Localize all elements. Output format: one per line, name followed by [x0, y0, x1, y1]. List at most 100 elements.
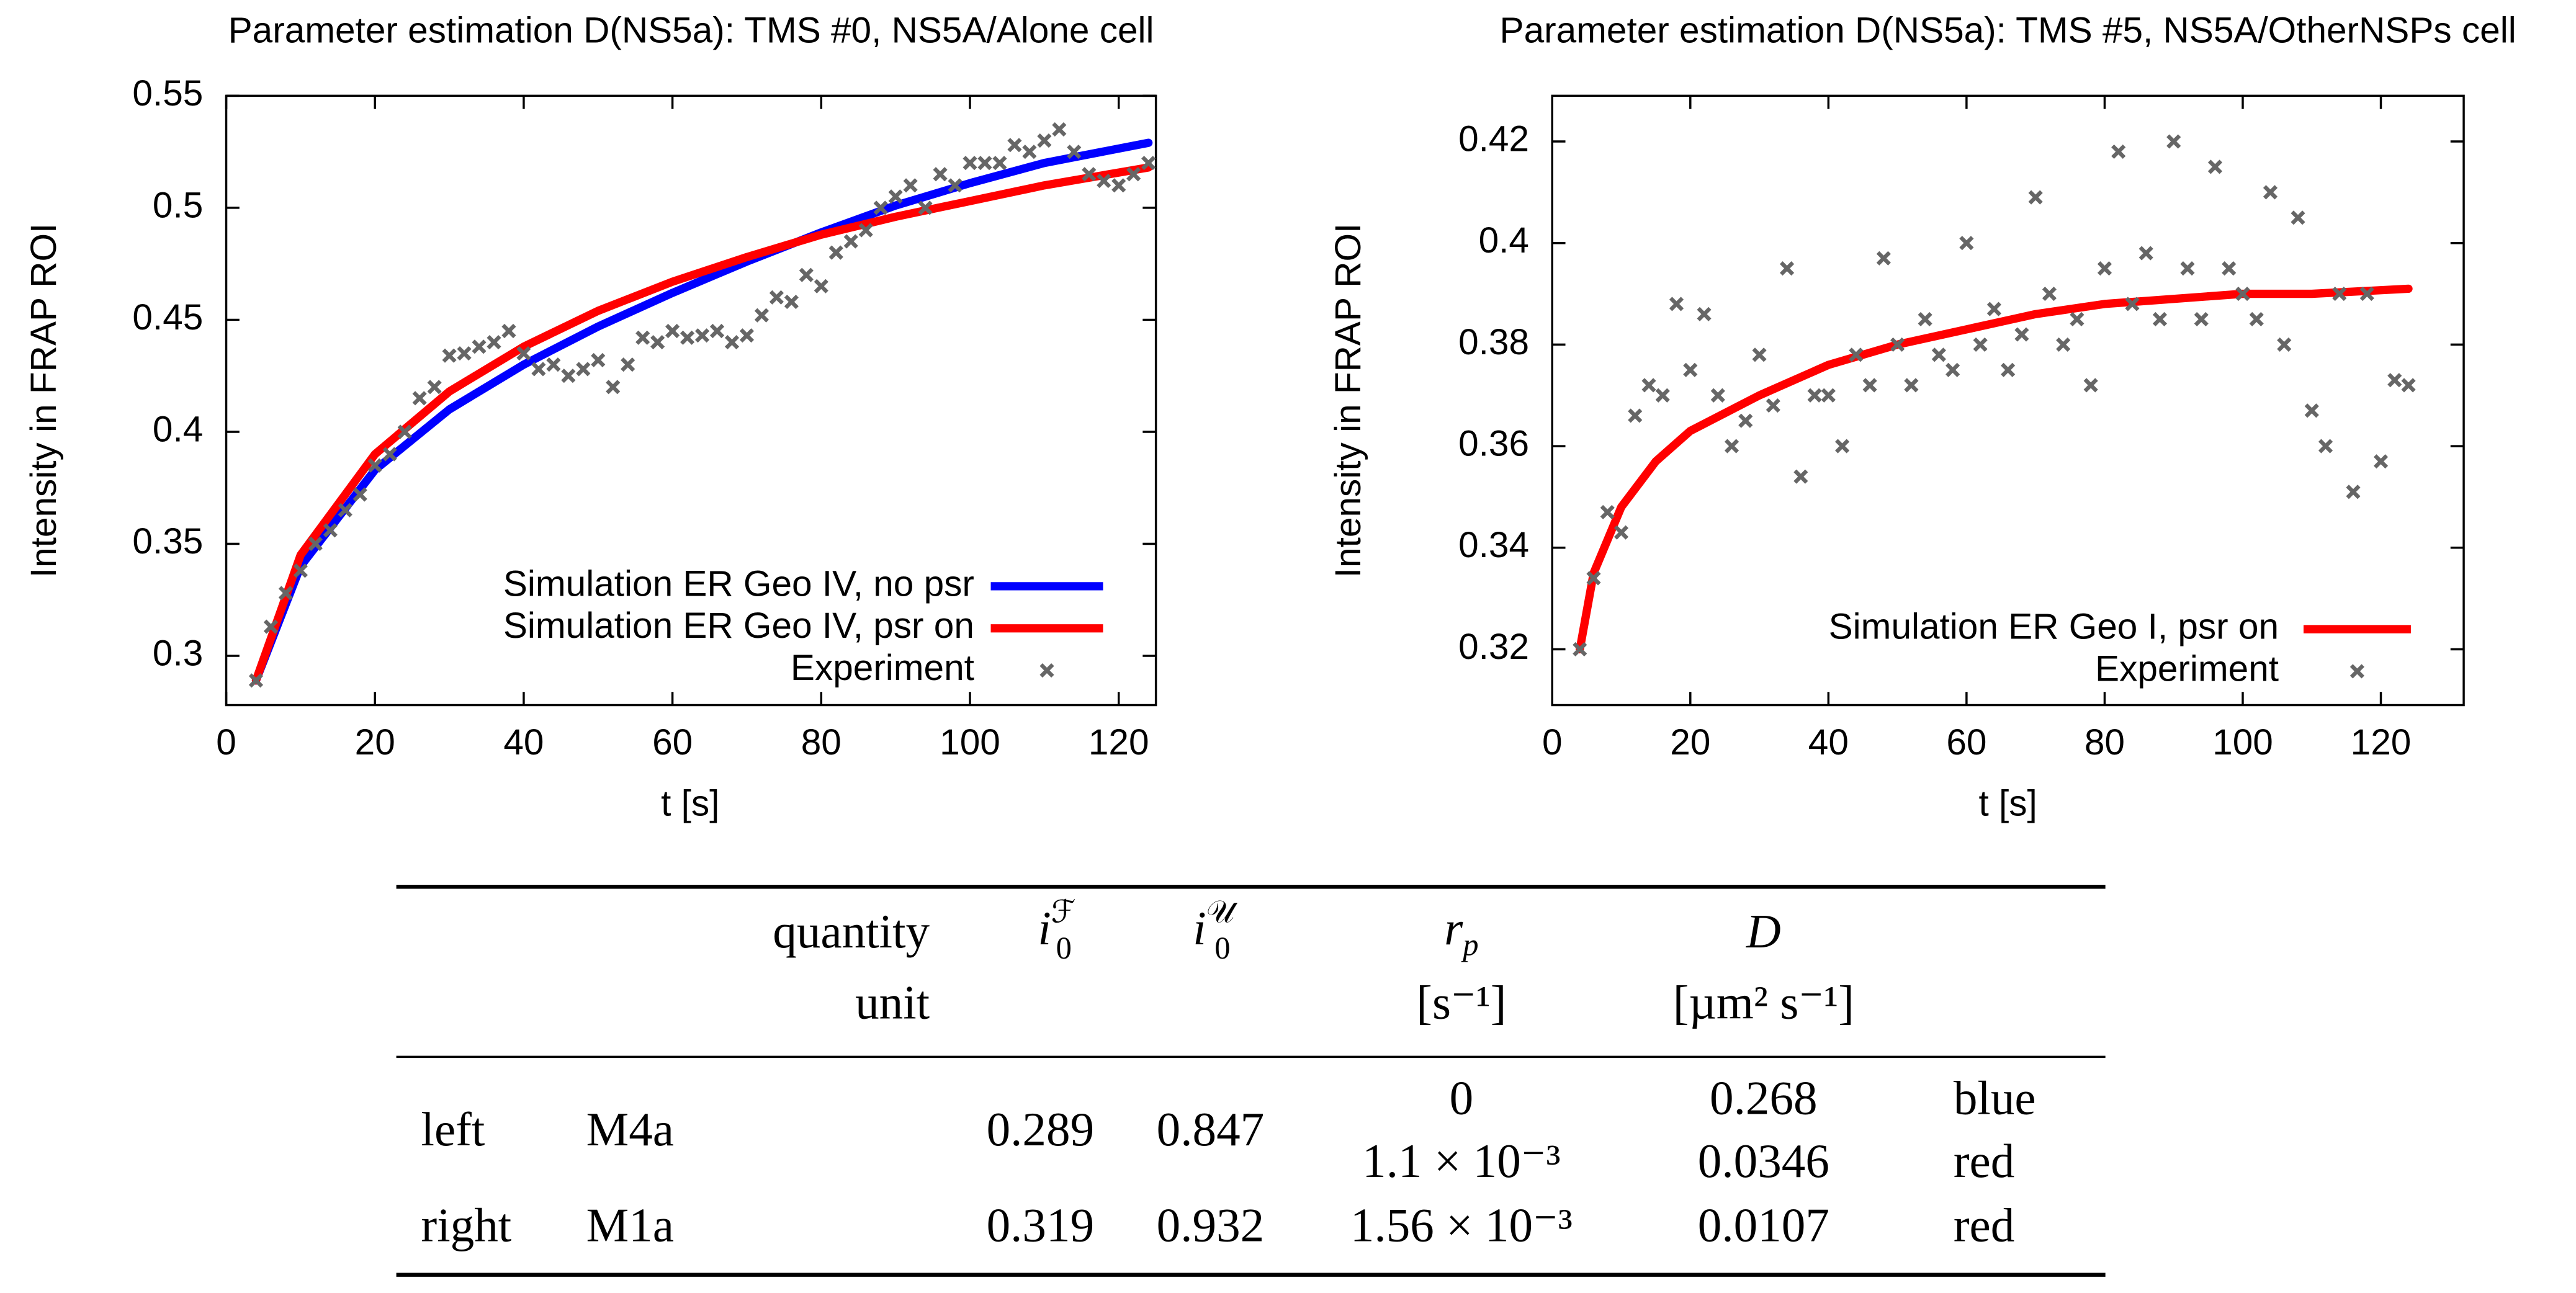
unit-cell: [s⁻¹] — [1416, 975, 1506, 1029]
header-cell: i𝒰 0 — [1193, 894, 1238, 965]
legend-label: Simulation ER Geo I, psr on — [1829, 607, 2279, 647]
data-point — [1738, 413, 1753, 428]
data-point — [442, 348, 457, 363]
x-tick-label: 40 — [1808, 722, 1849, 763]
data-point — [323, 523, 338, 538]
x-tick-label: 80 — [801, 722, 841, 763]
data-point — [1669, 297, 1684, 311]
data-point — [1793, 469, 1808, 484]
data-point — [888, 189, 903, 204]
data-point — [1835, 439, 1850, 454]
data-point — [1141, 156, 1156, 171]
cell: 0.0107 — [1698, 1199, 1829, 1252]
data-point — [1807, 388, 1822, 403]
series-line — [251, 163, 1153, 685]
data-point — [516, 346, 531, 361]
data-point — [1890, 337, 1905, 352]
data-point — [2097, 261, 2112, 276]
data-point — [487, 334, 501, 350]
data-point — [2070, 311, 2085, 327]
data-point — [278, 586, 293, 601]
cell: 0 — [1450, 1072, 1474, 1125]
data-point — [650, 334, 665, 350]
data-point — [576, 362, 591, 377]
x-tick-label: 0 — [216, 722, 236, 763]
data-point — [2125, 297, 2140, 311]
data-point — [2359, 286, 2374, 302]
data-point — [248, 673, 264, 688]
data-point — [1600, 504, 1615, 520]
data-point — [457, 346, 472, 361]
math-base: i — [1038, 901, 1051, 954]
data-point — [1918, 311, 1932, 327]
x-tick-label: 60 — [652, 722, 693, 763]
x-tick-label: 120 — [1088, 722, 1149, 763]
data-point — [1697, 306, 1712, 321]
data-point — [1126, 167, 1141, 182]
data-point — [694, 328, 710, 343]
header-cell: quantity — [773, 905, 930, 958]
data-point — [2207, 159, 2223, 174]
data-point — [903, 178, 918, 193]
header-cell: D — [1746, 905, 1781, 958]
data-point — [2332, 286, 2347, 302]
plot-frame — [225, 94, 1157, 707]
math-base: r — [1444, 901, 1463, 954]
x-tick-label: 40 — [503, 722, 544, 763]
data-point — [858, 223, 873, 238]
chart-title: Parameter estimation D(NS5a): TMS #0, NS… — [228, 11, 1154, 51]
data-point — [1945, 362, 1960, 377]
chart-title: Parameter estimation D(NS5a): TMS #5, NS… — [1500, 11, 2516, 51]
data-point — [263, 619, 279, 634]
cell: blue — [1954, 1072, 2036, 1125]
data-point — [621, 357, 635, 372]
data-point — [591, 352, 606, 368]
data-point — [293, 563, 308, 578]
data-point — [606, 380, 621, 395]
unit-cell: unit — [855, 975, 930, 1029]
cell: 0.932 — [1157, 1199, 1265, 1252]
data-point — [799, 267, 814, 282]
data-point — [501, 323, 516, 339]
data-point — [546, 357, 561, 372]
cell: 1.1 × 10⁻³ — [1362, 1134, 1561, 1188]
legend-label: Experiment — [2095, 648, 2279, 689]
data-point — [709, 323, 725, 339]
data-point — [2263, 185, 2278, 200]
data-point — [1111, 178, 1126, 193]
data-point — [992, 156, 1007, 171]
data-point — [1876, 251, 1891, 266]
data-point — [828, 245, 843, 260]
data-point — [397, 424, 412, 439]
math-sub: 0 — [1056, 931, 1072, 965]
legend-marker — [2349, 664, 2365, 679]
data-point — [1097, 174, 1111, 189]
y-tick-label: 0.36 — [1458, 424, 1529, 464]
y-tick-label: 0.4 — [1479, 220, 1529, 261]
data-point — [2111, 144, 2126, 159]
x-axis-label: t [s] — [1978, 783, 2037, 823]
data-point — [2304, 403, 2319, 418]
cell: 0.268 — [1710, 1072, 1818, 1125]
data-point — [1959, 236, 1974, 251]
data-point — [308, 536, 323, 552]
data-point — [1973, 337, 1988, 352]
math-sub: 0 — [1214, 931, 1230, 965]
data-point — [635, 330, 650, 345]
math-sup: ℱ — [1051, 894, 1076, 929]
data-point — [814, 279, 828, 293]
data-point — [1724, 439, 1739, 454]
math-base: i — [1193, 901, 1206, 954]
data-point — [2180, 261, 2195, 276]
y-tick-label: 0.4 — [153, 409, 203, 449]
data-point — [1082, 167, 1097, 182]
data-point — [963, 156, 977, 171]
data-point — [1007, 138, 1022, 153]
data-point — [2318, 439, 2333, 454]
data-point — [1586, 571, 1601, 586]
data-point — [1766, 398, 1780, 413]
x-tick-label: 20 — [1670, 722, 1710, 763]
x-tick-label: 100 — [2212, 722, 2273, 763]
data-point — [2387, 373, 2402, 388]
